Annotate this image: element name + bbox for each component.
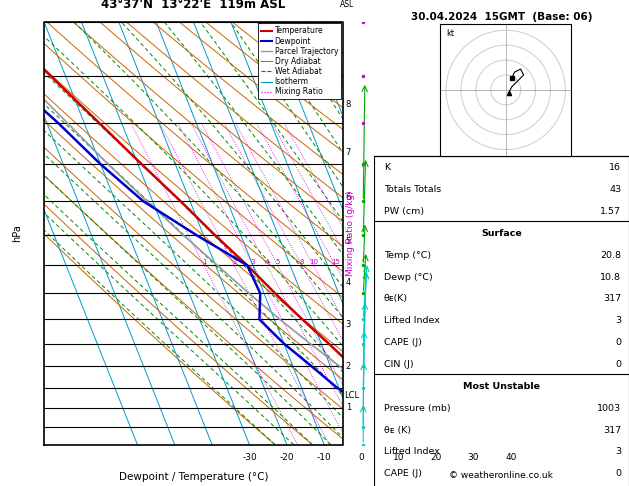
Text: 5: 5	[276, 260, 280, 265]
Text: 4: 4	[346, 278, 351, 287]
Text: CIN (J): CIN (J)	[384, 360, 413, 369]
Text: Lifted Index: Lifted Index	[384, 448, 440, 456]
Text: 1003: 1003	[597, 404, 621, 413]
Text: 0: 0	[615, 338, 621, 347]
Text: 4: 4	[265, 260, 269, 265]
Text: θᴇ(K): θᴇ(K)	[384, 295, 408, 303]
Text: 3: 3	[615, 448, 621, 456]
Text: 43: 43	[610, 185, 621, 194]
Legend: Temperature, Dewpoint, Parcel Trajectory, Dry Adiabat, Wet Adiabat, Isotherm, Mi: Temperature, Dewpoint, Parcel Trajectory…	[258, 23, 342, 99]
Text: 0: 0	[615, 469, 621, 478]
Text: -10: -10	[317, 453, 331, 462]
Text: -20: -20	[279, 453, 294, 462]
Text: 1.57: 1.57	[600, 207, 621, 216]
Text: -30: -30	[242, 453, 257, 462]
Text: 43°37'N  13°22'E  119m ASL: 43°37'N 13°22'E 119m ASL	[101, 0, 286, 11]
Text: Dewp (°C): Dewp (°C)	[384, 273, 433, 281]
Text: θᴇ (K): θᴇ (K)	[384, 426, 411, 434]
Text: 30.04.2024  15GMT  (Base: 06): 30.04.2024 15GMT (Base: 06)	[411, 12, 592, 22]
Text: kt: kt	[446, 29, 454, 38]
Text: Mixing Ratio (g/kg): Mixing Ratio (g/kg)	[346, 191, 355, 276]
Text: 0: 0	[359, 453, 364, 462]
Text: 20.8: 20.8	[600, 251, 621, 260]
Text: 15: 15	[331, 260, 340, 265]
Text: LCL: LCL	[344, 391, 359, 400]
Text: Pressure (mb): Pressure (mb)	[384, 404, 450, 413]
Text: 3: 3	[615, 316, 621, 325]
Text: Lifted Index: Lifted Index	[384, 316, 440, 325]
Text: 1: 1	[346, 403, 351, 412]
Text: hPa: hPa	[12, 225, 22, 242]
Text: 20: 20	[430, 453, 442, 462]
Text: 0: 0	[615, 360, 621, 369]
Text: K: K	[384, 163, 390, 172]
Text: Dewpoint / Temperature (°C): Dewpoint / Temperature (°C)	[119, 472, 268, 482]
Text: PW (cm): PW (cm)	[384, 207, 424, 216]
Text: 8: 8	[299, 260, 304, 265]
Text: CAPE (J): CAPE (J)	[384, 338, 422, 347]
Text: Temp (°C): Temp (°C)	[384, 251, 431, 260]
Text: 40: 40	[505, 453, 516, 462]
Text: 3: 3	[346, 320, 351, 329]
Text: 317: 317	[603, 426, 621, 434]
Text: © weatheronline.co.uk: © weatheronline.co.uk	[449, 471, 554, 480]
Text: 2: 2	[346, 362, 351, 371]
Text: Totals Totals: Totals Totals	[384, 185, 441, 194]
Text: 8: 8	[346, 101, 351, 109]
Text: CAPE (J): CAPE (J)	[384, 469, 422, 478]
Text: 6: 6	[346, 193, 351, 202]
Text: 1: 1	[202, 260, 206, 265]
Text: 10: 10	[309, 260, 318, 265]
Text: 2: 2	[232, 260, 237, 265]
Text: Most Unstable: Most Unstable	[463, 382, 540, 391]
Text: 10: 10	[393, 453, 404, 462]
Text: 30: 30	[468, 453, 479, 462]
Text: 16: 16	[610, 163, 621, 172]
Text: 3: 3	[251, 260, 255, 265]
Text: km
ASL: km ASL	[340, 0, 354, 9]
Text: 5: 5	[346, 237, 351, 245]
Text: 7: 7	[346, 148, 351, 157]
Text: Surface: Surface	[481, 229, 521, 238]
Text: 317: 317	[603, 295, 621, 303]
Text: 10.8: 10.8	[600, 273, 621, 281]
